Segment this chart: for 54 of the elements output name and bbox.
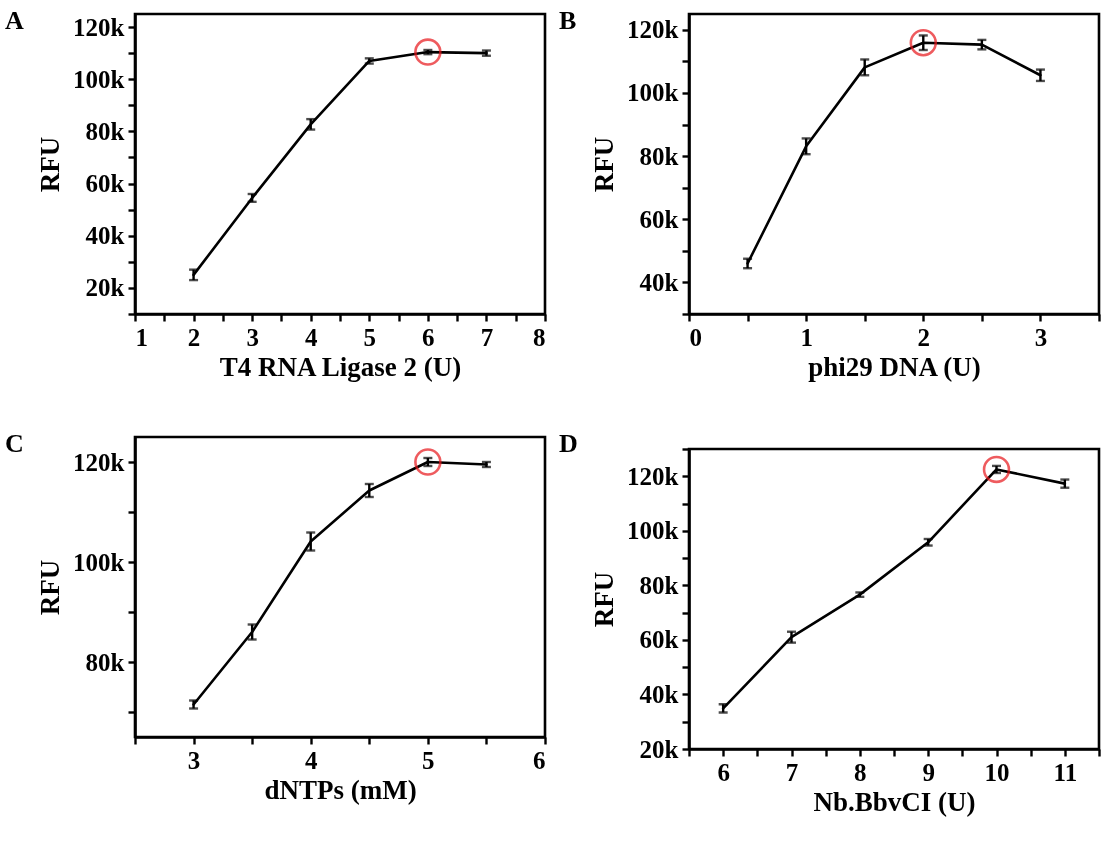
- x-tick-label: 1: [135, 323, 148, 351]
- x-tick-label: 1: [800, 323, 813, 351]
- x-tick-label: 11: [1053, 758, 1078, 786]
- y-tick-label: 20k: [85, 274, 125, 302]
- x-tick-label: 7: [785, 758, 799, 786]
- x-tick-label: 3: [1034, 323, 1048, 351]
- y-tick-label: 20k: [639, 735, 679, 763]
- y-tick-label: 40k: [85, 222, 125, 250]
- x-tick-label: 6: [717, 758, 730, 786]
- y-tick-label: 120k: [73, 13, 125, 41]
- x-tick-label: 5: [422, 746, 435, 774]
- y-axis-title: RFU: [589, 571, 620, 628]
- y-tick-label: 80k: [85, 648, 125, 676]
- y-axis-title: RFU: [35, 559, 66, 616]
- x-tick-label: 10: [984, 758, 1010, 786]
- y-tick-label: 120k: [627, 16, 679, 44]
- x-tick-label: 3: [246, 323, 259, 351]
- y-tick-label: 120k: [73, 448, 125, 476]
- x-tick-label: 2: [917, 323, 931, 351]
- y-tick-label: 100k: [73, 65, 125, 93]
- y-tick-label: 60k: [85, 170, 125, 198]
- x-tick-label: 0: [689, 323, 702, 351]
- x-axis-title: T4 RNA Ligase 2 (U): [219, 351, 462, 382]
- y-tick-label: 80k: [639, 142, 679, 170]
- x-axis-title: phi29 DNA (U): [808, 351, 981, 382]
- x-tick-label: 5: [363, 323, 377, 351]
- y-tick-label: 60k: [639, 205, 679, 233]
- chart-title: B: [559, 6, 577, 35]
- y-tick-label: 120k: [627, 462, 679, 490]
- y-tick-label: 100k: [627, 517, 679, 545]
- x-tick-label: 9: [922, 758, 935, 786]
- x-tick-label: 4: [304, 746, 318, 774]
- y-tick-label: 40k: [639, 268, 679, 296]
- x-tick-label: 4: [304, 323, 318, 351]
- x-tick-label: 8: [854, 758, 867, 786]
- chart-title: A: [5, 6, 24, 35]
- x-tick-label: 7: [480, 323, 494, 351]
- chart-title: C: [5, 429, 24, 458]
- x-axis-title: dNTPs (mM): [264, 774, 417, 805]
- y-tick-label: 40k: [639, 680, 679, 708]
- y-tick-label: 60k: [639, 626, 679, 654]
- y-axis-title: RFU: [35, 136, 66, 193]
- chart-title: D: [559, 429, 578, 458]
- y-tick-label: 80k: [639, 571, 679, 599]
- x-tick-label: 2: [187, 323, 201, 351]
- x-tick-label: 3: [187, 746, 201, 774]
- x-tick-label: 8: [533, 323, 546, 351]
- x-axis-title: Nb.BbvCI (U): [813, 786, 976, 817]
- x-tick-label: 6: [533, 746, 546, 774]
- y-tick-label: 80k: [85, 117, 125, 145]
- x-tick-label: 6: [422, 323, 435, 351]
- y-axis-title: RFU: [589, 136, 620, 193]
- y-tick-label: 100k: [73, 548, 125, 576]
- y-tick-label: 100k: [627, 79, 679, 107]
